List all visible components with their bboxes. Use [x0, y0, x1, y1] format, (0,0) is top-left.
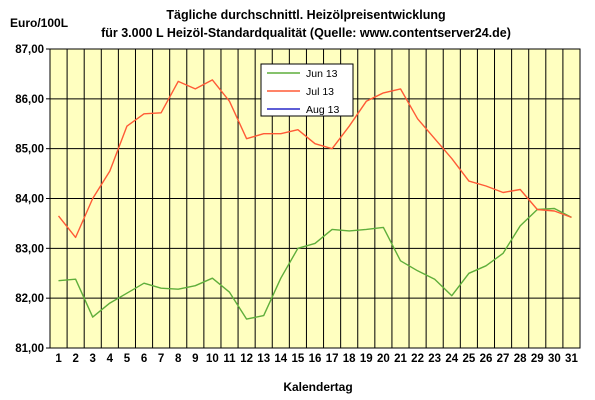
x-tick-label: 21: [394, 353, 407, 365]
series-line-jun-13: [58, 207, 572, 320]
y-tick-labels: 81,00 82,00 83,00 84,00 85,00 86,00 87,00: [15, 44, 44, 355]
x-tick-label: 5: [124, 353, 131, 365]
x-tick-label: 9: [192, 353, 198, 365]
x-tick-label: 22: [411, 353, 424, 365]
legend: Jun 13 Jul 13 Aug 13: [260, 63, 354, 117]
legend-label: Jun 13: [306, 68, 338, 80]
x-tick-labels: 1 2 3 4 5 6 7 8 9 10 11 12 13 14 15 16 17 18 19 20 21 22 23 24 2…: [55, 353, 578, 365]
x-tick-label: 6: [141, 353, 147, 365]
x-tick-label: 23: [428, 353, 441, 365]
x-tick-label: 24: [445, 353, 458, 365]
y-tick-label: 87,00: [15, 44, 44, 56]
legend-label: Aug 13: [306, 104, 339, 116]
x-tick-label: 29: [531, 353, 544, 365]
chart-title: Tägliche durchschnittl. Heizölpreisentwi…: [166, 8, 445, 22]
y-tick-label: 84,00: [15, 194, 44, 206]
x-tick-label: 13: [257, 353, 270, 365]
x-tick-label: 4: [107, 353, 114, 365]
x-tick-label: 30: [548, 353, 561, 365]
x-tick-label: 25: [462, 353, 475, 365]
x-tick-label: 3: [90, 353, 96, 365]
x-tick-label: 16: [309, 353, 322, 365]
x-tick-label: 10: [206, 353, 219, 365]
y-tick-label: 83,00: [15, 243, 44, 255]
y-tick-label: 81,00: [15, 343, 44, 355]
x-tick-label: 15: [292, 353, 305, 365]
x-tick-label: 14: [274, 353, 287, 365]
series: [57, 79, 572, 320]
legend-label: Jul 13: [306, 86, 334, 98]
x-tick-label: 20: [377, 353, 390, 365]
x-tick-label: 7: [158, 353, 164, 365]
x-tick-label: 17: [326, 353, 339, 365]
x-tick-label: 18: [343, 353, 356, 365]
x-tick-label: 1: [55, 353, 62, 365]
x-tick-label: 12: [240, 353, 253, 365]
y-tick-label: 86,00: [15, 94, 44, 106]
y-tick-label: 82,00: [15, 293, 44, 305]
chart-subtitle: für 3.000 L Heizöl-Standardqualität (Que…: [101, 26, 511, 40]
x-tick-label: 19: [360, 353, 373, 365]
y-axis-label: Euro/100L: [10, 16, 68, 30]
x-tick-label: 11: [223, 353, 236, 365]
series-line-jul-13: [57, 79, 572, 239]
y-tick-label: 85,00: [15, 144, 44, 156]
x-tick-label: 28: [514, 353, 527, 365]
x-tick-label: 26: [480, 353, 493, 365]
x-tick-label: 2: [72, 353, 78, 365]
x-tick-label: 27: [497, 353, 510, 365]
x-axis-label: Kalendertag: [283, 380, 352, 394]
x-tick-label: 8: [175, 353, 182, 365]
x-tick-label: 31: [565, 353, 578, 365]
